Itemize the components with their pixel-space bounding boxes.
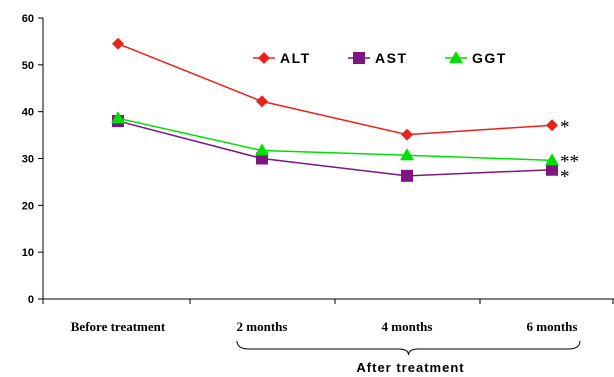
significance-marker: * (560, 117, 570, 138)
y-tick-label: 30 (22, 154, 34, 166)
y-tick-label: 0 (28, 294, 34, 306)
series-alt (112, 37, 558, 141)
data-point-alt (112, 37, 124, 50)
data-point-alt (256, 95, 268, 108)
data-point-ggt (400, 148, 414, 161)
significance-marker: ** (560, 151, 579, 172)
y-tick-label: 10 (22, 247, 34, 259)
data-point-ggt (545, 153, 559, 166)
series-ggt (111, 111, 559, 166)
legend: ALT AST GGT (253, 50, 507, 66)
significance-annotations: **** (560, 117, 579, 187)
x-ticks: Before treatment 2 months 4 months 6 months (42, 299, 614, 334)
data-point-alt (401, 128, 413, 141)
legend-marker-alt (258, 52, 270, 64)
y-tick-label: 20 (22, 200, 34, 212)
y-tick-label: 40 (22, 107, 34, 119)
legend-label-ggt: GGT (472, 50, 507, 66)
legend-marker-ast (353, 52, 365, 64)
series-line-ggt (117, 117, 553, 162)
data-point-alt (546, 119, 558, 132)
x-tick-label: 4 months (382, 319, 433, 334)
series-line-ast (117, 120, 553, 177)
group-label: After treatment (356, 360, 464, 375)
y-tick-label: 50 (22, 60, 34, 72)
legend-label-ast: AST (375, 50, 408, 66)
x-tick-label: 2 months (237, 319, 288, 334)
series-group (111, 37, 559, 182)
data-point-ggt (255, 143, 269, 156)
series-ast (112, 115, 558, 182)
legend-label-alt: ALT (280, 50, 311, 66)
significance-marker: * (560, 167, 570, 188)
data-point-ast (546, 163, 558, 176)
x-tick-label: 6 months (527, 319, 578, 334)
y-ticks: 0 10 20 30 40 50 60 (22, 13, 43, 306)
group-brace (236, 340, 581, 356)
legend-marker-ggt (449, 51, 463, 63)
series-line-alt (117, 43, 553, 136)
x-tick-label: Before treatment (71, 319, 166, 334)
data-point-ast (401, 169, 413, 182)
data-point-ggt (111, 111, 125, 124)
y-tick-label: 60 (22, 13, 34, 25)
